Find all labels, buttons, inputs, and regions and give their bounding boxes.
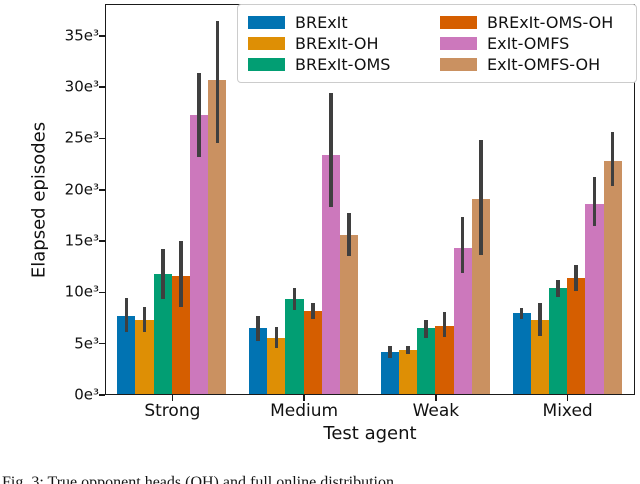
- errorbar-brexit-medium: [256, 316, 260, 341]
- y-tick-label-10: 10e³: [64, 282, 99, 301]
- errorbar-brexit-mixed: [519, 307, 524, 320]
- legend: BRExIt BRExIt-OH BRExIt-OMS BRExIt-OMS-OH Ex…: [237, 4, 637, 83]
- legend-label-exit-omfs-oh: ExIt-OMFS-OH: [487, 55, 601, 74]
- bar-exit-omfs-weak: [453, 248, 472, 394]
- errorbar-brexit-oms-oh-mixed: [574, 264, 579, 292]
- legend-swatch-brexit: [248, 16, 285, 29]
- errorbar-brexit-oh-strong: [142, 306, 147, 333]
- bar-brexit-oh-strong: [135, 320, 154, 394]
- legend-label-brexit-oms-oh: BRExIt-OMS-OH: [487, 13, 614, 32]
- bar-brexit-oms-oh-mixed: [567, 278, 586, 394]
- bar-brexit-oh-medium: [267, 337, 286, 394]
- y-tick-mark: [99, 394, 105, 396]
- errorbar-brexit-oms-oh-weak: [442, 311, 447, 337]
- bar-exit-omfs-oh-medium: [340, 234, 359, 394]
- bar-brexit-oms-oh-medium: [303, 310, 322, 394]
- x-tick-label-strong: Strong: [144, 401, 201, 421]
- errorbar-exit-omfs-oh-mixed: [610, 132, 615, 186]
- y-tick-mark: [99, 137, 105, 140]
- legend-label-brexit-oms: BRExIt-OMS: [295, 55, 391, 74]
- y-tick-mark: [99, 86, 105, 88]
- bar-brexit-mixed: [512, 312, 531, 394]
- errorbar-brexit-oh-weak: [406, 345, 410, 354]
- figure-caption: Fig. 3: True opponent heads (OH) and ful…: [2, 474, 394, 484]
- x-tick-mark-mixed: [566, 395, 569, 401]
- errorbar-exit-omfs-oh-weak: [479, 140, 483, 256]
- errorbar-exit-omfs-medium: [329, 93, 333, 208]
- legend-item-brexit-oms: BRExIt-OMS: [248, 55, 440, 74]
- bar-exit-omfs-medium: [321, 154, 340, 394]
- y-tick-mark: [99, 291, 105, 294]
- x-tick-label-medium: Medium: [270, 401, 339, 421]
- errorbar-exit-omfs-oh-strong: [215, 21, 220, 143]
- y-tick-label-0: 0e³: [74, 385, 99, 404]
- x-tick-mark-strong: [171, 395, 174, 401]
- legend-label-brexit-oh: BRExIt-OH: [295, 34, 379, 53]
- errorbar-brexit-strong: [124, 297, 129, 333]
- x-tick-mark-weak: [435, 395, 437, 401]
- bars-layer: [106, 5, 634, 394]
- bar-brexit-weak: [380, 351, 399, 394]
- y-tick-mark: [99, 188, 105, 191]
- bar-brexit-oh-weak: [398, 349, 418, 394]
- errorbar-brexit-weak: [388, 345, 392, 359]
- legend-swatch-brexit-oms: [248, 58, 285, 71]
- bar-brexit-oms-weak: [417, 328, 436, 394]
- errorbar-exit-omfs-strong: [197, 72, 201, 157]
- legend-item-exit-omfs: ExIt-OMFS: [440, 34, 626, 53]
- legend-item-exit-omfs-oh: ExIt-OMFS-OH: [440, 55, 626, 74]
- errorbar-brexit-oms-mixed: [556, 280, 560, 297]
- y-tick-mark: [99, 342, 105, 345]
- bar-brexit-oms-strong: [153, 273, 172, 394]
- y-tick-label-25: 25e³: [64, 128, 99, 147]
- bar-brexit-oh-mixed: [530, 320, 549, 394]
- y-tick-mark: [99, 240, 105, 242]
- legend-swatch-brexit-oms-oh: [440, 16, 477, 29]
- legend-swatch-brexit-oh: [248, 37, 285, 50]
- legend-label-brexit: BRExIt: [295, 13, 348, 32]
- y-tick-label-15: 15e³: [64, 231, 99, 250]
- legend-swatch-exit-omfs: [440, 37, 477, 50]
- errorbar-brexit-oms-strong: [160, 249, 165, 299]
- legend-item-brexit-oms-oh: BRExIt-OMS-OH: [440, 13, 626, 32]
- bar-brexit-oms-oh-weak: [435, 326, 454, 394]
- legend-item-brexit: BRExIt: [248, 13, 440, 32]
- bar-exit-omfs-oh-mixed: [603, 161, 622, 394]
- legend-label-exit-omfs: ExIt-OMFS: [487, 34, 570, 53]
- bar-brexit-oms-medium: [285, 298, 304, 394]
- bar-exit-omfs-oh-weak: [471, 198, 490, 394]
- x-axis-label: Test agent: [323, 423, 417, 444]
- errorbar-brexit-oh-mixed: [538, 302, 542, 336]
- x-tick-label-weak: Weak: [412, 401, 460, 421]
- bar-brexit-oms-mixed: [548, 288, 568, 394]
- legend-swatch-exit-omfs-oh: [440, 58, 477, 71]
- errorbar-brexit-oms-oh-medium: [310, 302, 315, 320]
- bar-exit-omfs-mixed: [585, 204, 604, 394]
- bar-exit-omfs-oh-strong: [208, 79, 227, 394]
- errorbar-brexit-oms-oh-strong: [179, 241, 183, 307]
- errorbar-brexit-oms-medium: [292, 288, 297, 310]
- y-tick-label-5: 5e³: [74, 334, 99, 353]
- errorbar-brexit-oh-medium: [274, 327, 279, 348]
- x-tick-mark-medium: [303, 395, 305, 401]
- y-tick-mark: [99, 34, 105, 37]
- errorbar-exit-omfs-weak: [460, 217, 465, 273]
- bar-brexit-strong: [117, 316, 136, 394]
- y-tick-label-35: 35e³: [64, 26, 99, 45]
- errorbar-brexit-oms-weak: [424, 320, 429, 338]
- errorbar-exit-omfs-mixed: [592, 177, 597, 226]
- x-tick-label-mixed: Mixed: [542, 401, 593, 421]
- bar-exit-omfs-strong: [190, 114, 209, 394]
- errorbar-exit-omfs-oh-medium: [347, 213, 351, 257]
- bar-brexit-medium: [249, 328, 268, 394]
- legend-item-brexit-oh: BRExIt-OH: [248, 34, 440, 53]
- y-tick-label-20: 20e³: [64, 180, 99, 199]
- bar-brexit-oms-oh-strong: [171, 275, 191, 394]
- y-tick-label-30: 30e³: [64, 77, 99, 96]
